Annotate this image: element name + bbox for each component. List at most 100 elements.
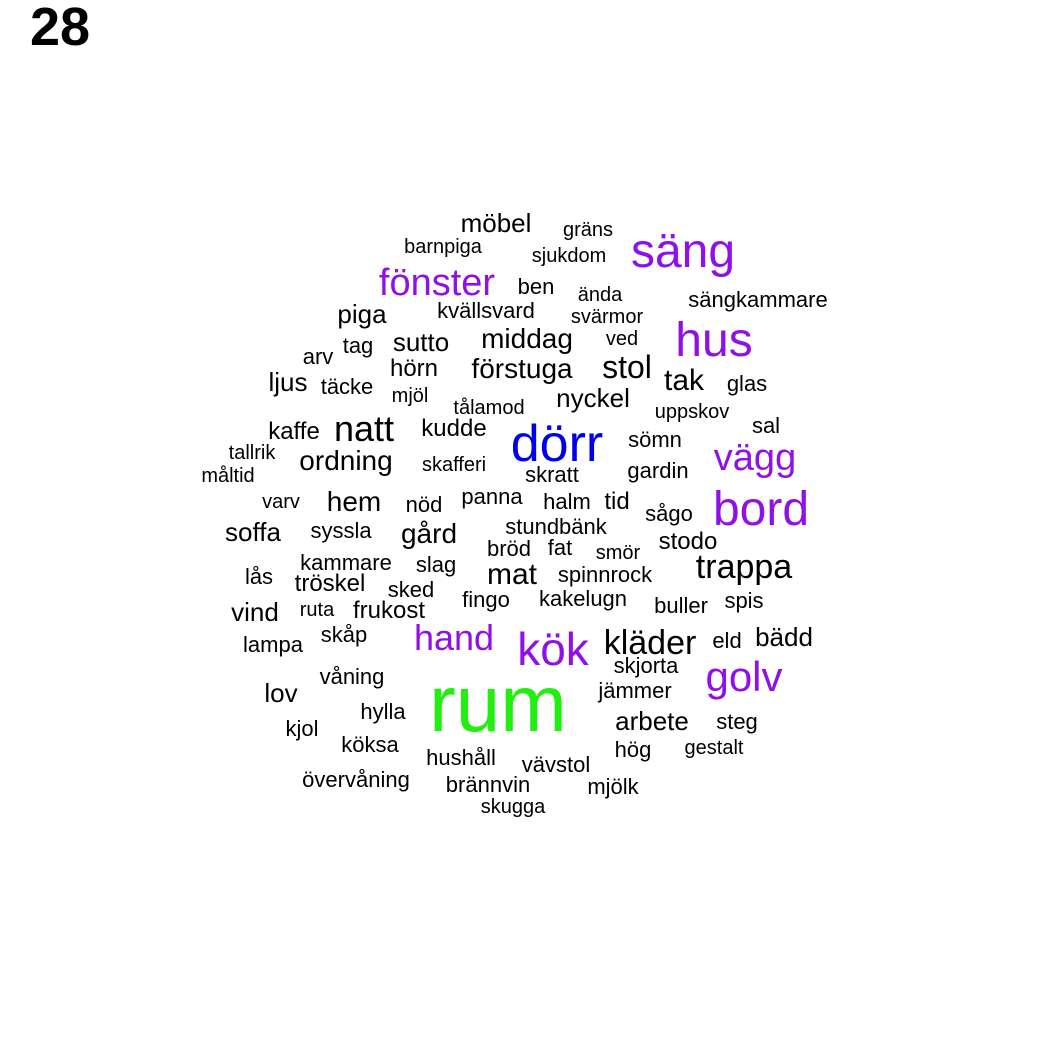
cloud-word: gestalt xyxy=(684,737,744,759)
cloud-word: sked xyxy=(387,577,435,602)
cloud-word: brännvin xyxy=(445,772,531,797)
cloud-word: gård xyxy=(400,518,458,549)
cloud-word: fat xyxy=(547,535,573,560)
cloud-word: stol xyxy=(602,349,652,385)
cloud-word: mat xyxy=(486,558,538,591)
cloud-word: tröskel xyxy=(294,570,366,597)
cloud-word: ordning xyxy=(299,445,393,476)
cloud-word: lov xyxy=(264,678,298,708)
cloud-word: fönster xyxy=(378,262,496,304)
cloud-word: skjorta xyxy=(613,653,679,678)
cloud-word: skugga xyxy=(480,796,546,818)
panel-number: 28 xyxy=(30,0,91,57)
cloud-word: kaffe xyxy=(268,418,320,445)
cloud-word: lampa xyxy=(243,632,303,657)
cloud-word: hushåll xyxy=(426,745,496,770)
cloud-word: sågo xyxy=(645,501,693,526)
cloud-word: spinnrock xyxy=(557,562,653,587)
cloud-word: skafferi xyxy=(421,454,487,476)
cloud-word: arbete xyxy=(615,706,689,736)
cloud-word: sömn xyxy=(628,427,682,452)
cloud-word: hand xyxy=(413,617,495,658)
cloud-word: smör xyxy=(595,542,641,564)
cloud-word: ända xyxy=(577,284,623,306)
cloud-word: hem xyxy=(326,486,382,517)
cloud-word: jämmer xyxy=(598,678,672,703)
cloud-word: frukost xyxy=(352,597,426,624)
cloud-word: arv xyxy=(302,344,334,369)
cloud-word: slag xyxy=(415,552,457,577)
cloud-word: dörr xyxy=(510,415,604,473)
cloud-word: middag xyxy=(481,323,573,354)
cloud-word: möbel xyxy=(460,208,532,238)
cloud-word: bröd xyxy=(486,536,532,561)
cloud-word: hörn xyxy=(389,355,439,382)
cloud-word: köksa xyxy=(341,732,399,757)
cloud-word: säng xyxy=(630,225,736,278)
cloud-word: kök xyxy=(517,623,589,675)
cloud-word: gräns xyxy=(562,219,614,241)
cloud-word: steg xyxy=(716,709,758,734)
cloud-word: skratt xyxy=(525,462,579,487)
cloud-word: tallrik xyxy=(228,442,276,464)
cloud-word: syssla xyxy=(310,518,372,543)
cloud-word: kudde xyxy=(421,415,487,442)
cloud-word: piga xyxy=(337,299,387,329)
cloud-word: trappa xyxy=(695,548,793,586)
cloud-word: tid xyxy=(604,488,630,515)
cloud-word: våning xyxy=(319,664,385,689)
cloud-word: natt xyxy=(333,408,395,449)
cloud-word: fingo xyxy=(462,587,510,612)
cloud-word: vävstol xyxy=(521,752,591,777)
cloud-word: barnpiga xyxy=(404,236,482,258)
cloud-word: mjöl xyxy=(391,385,429,407)
cloud-word: eld xyxy=(712,628,742,653)
cloud-word: täcke xyxy=(320,374,374,399)
cloud-word: hög xyxy=(614,737,652,762)
cloud-word: mjölk xyxy=(587,774,639,799)
cloud-word: panna xyxy=(461,484,523,509)
cloud-word: glas xyxy=(726,371,768,396)
cloud-word: tag xyxy=(342,333,374,358)
cloud-word: nyckel xyxy=(556,383,630,413)
cloud-word: sal xyxy=(751,413,781,438)
cloud-word: sutto xyxy=(392,327,450,357)
cloud-word: kläder xyxy=(603,624,697,662)
cloud-word: svärmor xyxy=(570,306,644,328)
cloud-word: kvällsvard xyxy=(437,298,535,323)
cloud-word: lås xyxy=(244,564,274,589)
cloud-word: uppskov xyxy=(654,401,730,423)
cloud-word: tak xyxy=(663,364,705,397)
cloud-word: ved xyxy=(605,328,639,350)
cloud-word: tålamod xyxy=(453,397,525,419)
cloud-word: buller xyxy=(654,593,708,618)
cloud-word: ruta xyxy=(299,599,335,621)
cloud-word: nöd xyxy=(405,492,443,517)
cloud-word: måltid xyxy=(201,465,255,487)
cloud-word: skåp xyxy=(320,622,368,647)
cloud-word: rum xyxy=(429,659,567,748)
cloud-word: bord xyxy=(712,483,810,536)
cloud-word: kjol xyxy=(285,716,319,741)
cloud-word: stodo xyxy=(658,528,718,555)
cloud-word: förstuga xyxy=(471,353,573,384)
cloud-word: halm xyxy=(543,489,591,514)
cloud-word: ljus xyxy=(268,367,308,397)
cloud-word: gardin xyxy=(627,458,689,483)
cloud-word: vind xyxy=(231,597,279,627)
cloud-word: varv xyxy=(262,491,300,513)
cloud-word: golv xyxy=(705,653,783,700)
cloud-word: sjukdom xyxy=(531,245,607,267)
cloud-word: ben xyxy=(517,274,555,299)
cloud-word: soffa xyxy=(225,517,281,547)
cloud-word: stundbänk xyxy=(505,514,607,539)
cloud-word: kakelugn xyxy=(538,586,628,611)
cloud-word: spis xyxy=(724,588,764,613)
cloud-word: bädd xyxy=(755,622,813,652)
cloud-word: kammare xyxy=(300,550,392,575)
cloud-word: hus xyxy=(675,314,753,367)
cloud-word: vägg xyxy=(713,437,797,479)
cloud-word: övervåning xyxy=(302,767,410,792)
cloud-word: hylla xyxy=(360,699,406,724)
